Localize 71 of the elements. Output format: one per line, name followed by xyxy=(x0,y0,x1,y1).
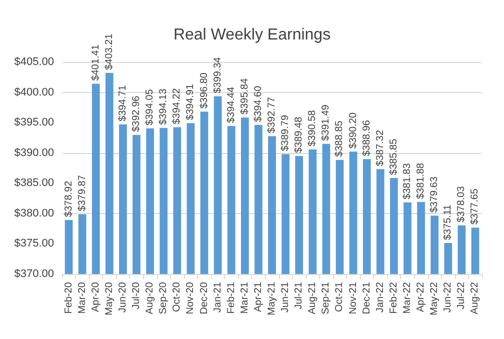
data-label: $377.65 xyxy=(470,188,481,225)
x-tick-label: May-20 xyxy=(104,282,115,316)
y-tick-label: $395.00 xyxy=(14,116,54,129)
x-tick-label: Jul-21 xyxy=(294,282,305,310)
data-label: $389.79 xyxy=(280,114,292,152)
x-tick-label: Sep-20 xyxy=(158,282,170,314)
x-tick-label: Jun-20 xyxy=(117,282,128,313)
x-tick-label: Oct-20 xyxy=(172,282,183,312)
x-tick-label: Feb-21 xyxy=(226,282,237,314)
data-label: $401.41 xyxy=(90,44,102,81)
x-tick-label: Aug-20 xyxy=(144,282,156,314)
data-label: $399.34 xyxy=(212,56,224,94)
data-label: $388.96 xyxy=(361,120,372,156)
x-tick-label: Feb-20 xyxy=(63,282,74,314)
data-label: $378.03 xyxy=(456,186,468,222)
data-label: $389.48 xyxy=(294,116,305,154)
x-tick-label: May-22 xyxy=(429,282,440,316)
y-tick-label: $390.00 xyxy=(14,146,54,159)
x-tick-label: Jun-21 xyxy=(280,282,292,313)
chart-title: Real Weekly Earnings xyxy=(173,26,331,44)
x-tick-label: Apr-20 xyxy=(90,282,102,312)
data-label: $379.87 xyxy=(76,174,88,212)
data-label: $381.88 xyxy=(416,162,427,200)
data-label: $388.85 xyxy=(334,120,346,157)
data-label: $394.91 xyxy=(185,84,196,120)
data-label: $394.22 xyxy=(172,88,183,124)
data-label: $395.84 xyxy=(239,78,250,114)
x-tick-label: Jan-21 xyxy=(212,282,224,313)
data-label: $394.60 xyxy=(252,85,264,122)
data-label: $392.77 xyxy=(266,96,278,134)
y-tick-label: $380.00 xyxy=(14,207,54,220)
x-tick-label: Aug-22 xyxy=(470,282,481,314)
x-tick-label: Mar-21 xyxy=(239,282,250,314)
data-label: $378.92 xyxy=(63,180,74,217)
data-label: $394.44 xyxy=(226,86,237,123)
x-tick-label: Apr-21 xyxy=(252,282,264,312)
data-label: $385.85 xyxy=(388,138,400,175)
x-tick-label: Feb-22 xyxy=(388,282,400,314)
x-tick-label: Jan-22 xyxy=(374,282,386,313)
x-tick-label: Sep-21 xyxy=(320,282,332,314)
y-tick-label: $405.00 xyxy=(14,56,54,68)
y-tick-label: $375.00 xyxy=(14,238,54,250)
x-tick-label: Dec-21 xyxy=(361,282,372,314)
data-label: $390.20 xyxy=(348,112,359,149)
data-label: $387.32 xyxy=(374,130,386,166)
data-label: $394.05 xyxy=(144,88,156,126)
data-label: $403.21 xyxy=(104,33,115,70)
data-label: $390.58 xyxy=(307,110,318,146)
x-tick-label: Jun-22 xyxy=(442,282,454,313)
x-tick-label: Mar-22 xyxy=(402,282,413,314)
x-tick-label: Nov-21 xyxy=(348,282,359,314)
y-tick-label: $385.00 xyxy=(14,177,54,190)
x-tick-label: May-21 xyxy=(266,282,278,316)
data-label: $379.63 xyxy=(429,176,440,213)
x-tick-label: Apr-22 xyxy=(416,282,427,312)
data-label: $391.49 xyxy=(320,104,332,141)
y-tick-label: $370.00 xyxy=(14,268,54,280)
x-tick-label: Mar-20 xyxy=(76,282,88,314)
data-label: $396.80 xyxy=(198,72,210,109)
y-tick-label: $400.00 xyxy=(14,86,54,98)
data-label: $394.13 xyxy=(158,88,170,125)
x-tick-label: Jul-22 xyxy=(456,282,468,310)
x-tick-label: Jul-20 xyxy=(131,282,142,310)
x-tick-label: Aug-21 xyxy=(307,282,318,314)
x-tick-label: Oct-21 xyxy=(334,282,346,312)
x-tick-label: Nov-20 xyxy=(185,282,196,314)
data-label: $381.83 xyxy=(402,162,413,200)
data-label: $375.11 xyxy=(442,204,454,240)
x-tick-label: Dec-20 xyxy=(198,282,210,314)
data-label: $392.96 xyxy=(131,95,142,132)
data-label: $394.71 xyxy=(117,84,128,122)
